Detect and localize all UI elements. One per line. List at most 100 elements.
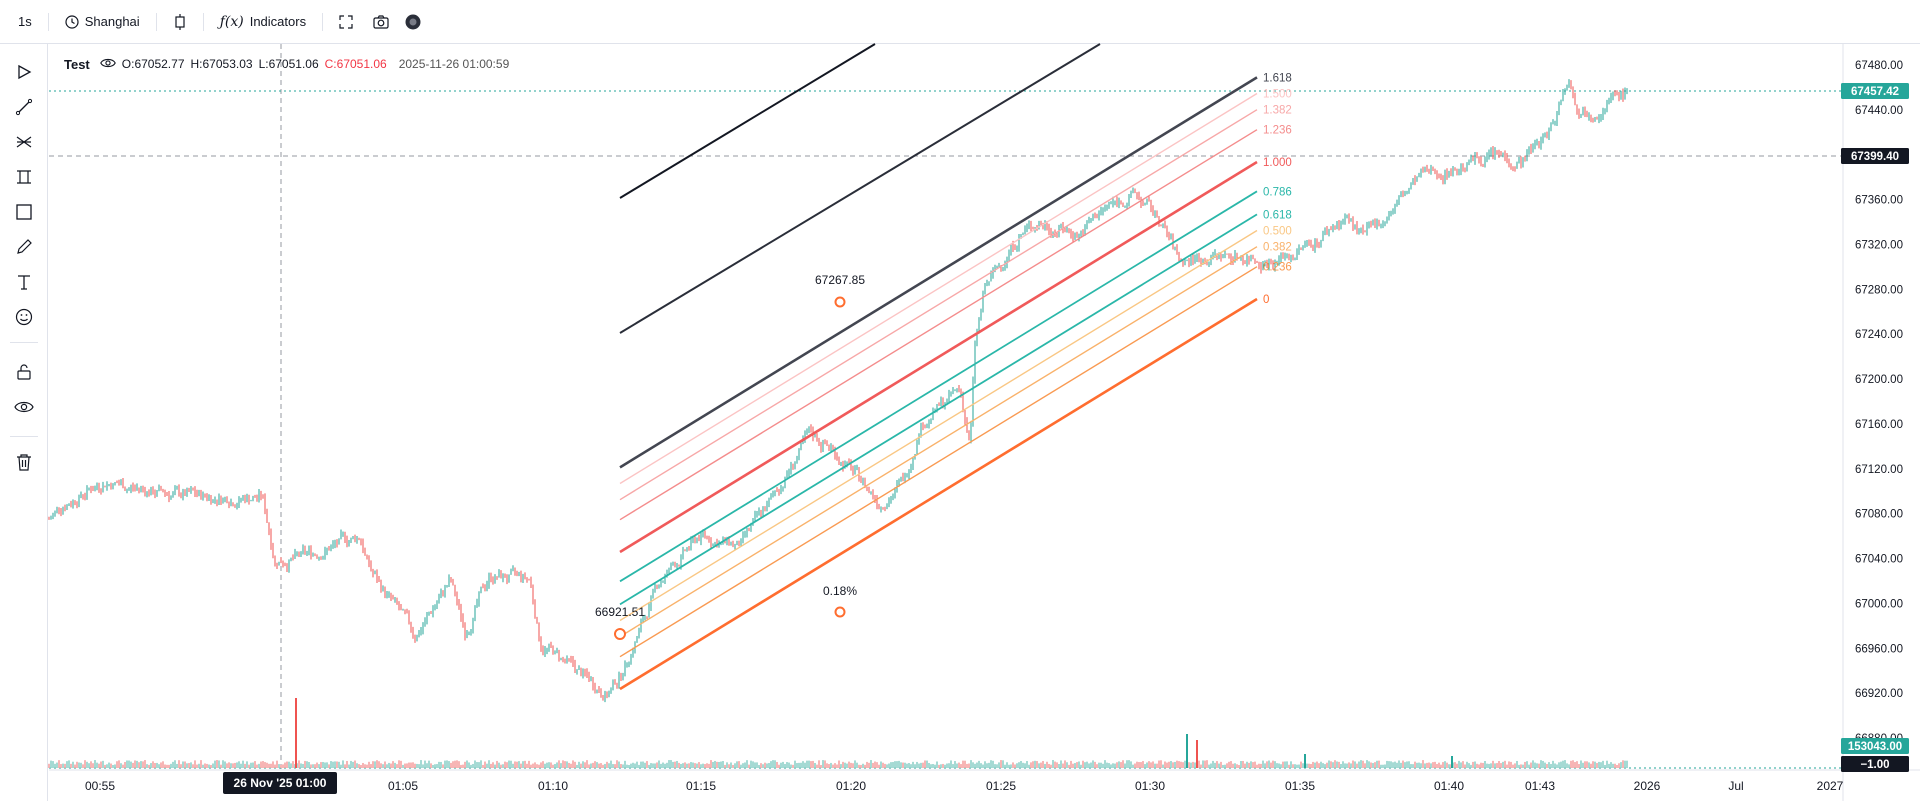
- volume-bar: [1054, 761, 1056, 768]
- volume-bar: [548, 762, 550, 768]
- volume-bar: [1264, 763, 1266, 768]
- volume-bar: [140, 761, 142, 768]
- volume-bar: [1580, 760, 1582, 768]
- volume-bar: [486, 763, 488, 768]
- emoji-tool-button[interactable]: [9, 304, 39, 334]
- text-tool-button[interactable]: [9, 269, 39, 299]
- volume-bar: [710, 760, 712, 768]
- volume-bar: [382, 764, 384, 768]
- volume-bar: [642, 761, 644, 768]
- volume-bar: [1600, 762, 1602, 768]
- screenshot-button[interactable]: [365, 7, 397, 37]
- volume-bar: [752, 761, 754, 768]
- visibility-eye-icon[interactable]: [99, 57, 116, 72]
- volume-bar: [1406, 761, 1408, 768]
- fullscreen-button[interactable]: [327, 7, 365, 37]
- volume-bar: [522, 761, 524, 768]
- volume-bar: [616, 760, 618, 768]
- trendline-tool-button[interactable]: [9, 94, 39, 124]
- fib-level-line: [619, 92, 1258, 485]
- volume-bar: [966, 763, 968, 768]
- volume-bar: [1610, 762, 1612, 768]
- volume-bar: [692, 762, 694, 768]
- volume-bar: [1160, 760, 1162, 768]
- volume-bar: [846, 763, 848, 768]
- volume-bar: [1000, 760, 1002, 768]
- volume-bar: [720, 761, 722, 768]
- volume-bar: [1476, 763, 1478, 768]
- volume-bar: [848, 761, 850, 768]
- volume-bar: [536, 764, 538, 768]
- volume-bar: [956, 763, 958, 768]
- volume-bar: [964, 760, 966, 768]
- brush-tool-button[interactable]: [9, 234, 39, 264]
- lock-drawings-button[interactable]: [9, 359, 39, 389]
- volume-bar: [84, 760, 86, 768]
- volume-bar: [1604, 764, 1606, 768]
- clock-icon: [65, 14, 79, 29]
- volume-bar: [1594, 761, 1596, 768]
- volume-bar: [508, 760, 510, 768]
- volume-bar: [660, 763, 662, 768]
- volume-bar: [1410, 764, 1412, 768]
- fib-level-label: 0.236: [1263, 262, 1292, 274]
- volume-bar: [422, 764, 424, 768]
- volume-bar: [1056, 762, 1058, 768]
- volume-bar: [1444, 761, 1446, 768]
- volume-bar: [1258, 763, 1260, 768]
- volume-bar: [1514, 763, 1516, 768]
- volume-bar: [1588, 762, 1590, 768]
- volume-bar: [180, 764, 182, 768]
- toolbar-divider: [47, 12, 49, 31]
- volume-bar: [784, 763, 786, 768]
- volume-bar: [1002, 760, 1004, 768]
- volume-bar: [1052, 760, 1054, 768]
- volume-bar: [1448, 764, 1450, 768]
- volume-bar: [968, 763, 970, 768]
- volume-bar: [456, 760, 458, 768]
- remove-drawings-button[interactable]: [9, 449, 39, 479]
- percent-change-annotation: 0.18%: [823, 584, 857, 598]
- interval-button[interactable]: 1s: [0, 7, 44, 37]
- fib-channel[interactable]: 1.618 1.500 1.382 1.236 1.000 0.786 0.618 0.500…: [595, 43, 1292, 691]
- volume-bar: [82, 764, 84, 768]
- volume-bar: [1050, 764, 1052, 768]
- volume-bar: [288, 761, 290, 768]
- volume-bar: [214, 760, 216, 768]
- volume-bar: [732, 764, 734, 768]
- volume-bar: [908, 763, 910, 768]
- volume-bar: [466, 760, 468, 768]
- pitchfork-tool-button[interactable]: [9, 129, 39, 159]
- volume-bars: [48, 698, 1628, 768]
- volume-bar: [678, 762, 680, 768]
- volume-bar: [928, 763, 930, 768]
- toolbar-divider: [322, 12, 324, 31]
- volume-bar: [1492, 760, 1494, 768]
- chart-type-button[interactable]: [161, 7, 199, 37]
- volume-bar: [1138, 762, 1140, 768]
- volume-bar: [370, 764, 372, 768]
- volume-bar: [1572, 760, 1574, 768]
- cursor-tool-button[interactable]: [9, 59, 39, 89]
- crosshair-price-badge-bg: [1841, 148, 1909, 164]
- volume-bar: [90, 761, 92, 768]
- theme-toggle-button[interactable]: [397, 7, 429, 37]
- volume-bar: [1062, 763, 1064, 768]
- volume-bar: [272, 761, 274, 768]
- timezone-button[interactable]: Shanghai: [53, 7, 152, 37]
- volume-bar: [1176, 760, 1178, 768]
- indicators-button[interactable]: ƒ(x) Indicators: [208, 7, 318, 37]
- volume-bar: [1202, 760, 1204, 768]
- hide-drawings-button[interactable]: [9, 394, 39, 424]
- volume-bar: [1210, 763, 1212, 768]
- fib-level-label: 1.618: [1263, 72, 1292, 84]
- volume-bar: [80, 762, 82, 768]
- volume-bar: [1456, 763, 1458, 768]
- volume-bar: [828, 764, 830, 768]
- smiley-icon: [15, 308, 33, 331]
- fib-tool-button[interactable]: [9, 164, 39, 194]
- volume-bar: [696, 763, 698, 768]
- volume-bar: [1228, 761, 1230, 768]
- shape-tool-button[interactable]: [9, 199, 39, 229]
